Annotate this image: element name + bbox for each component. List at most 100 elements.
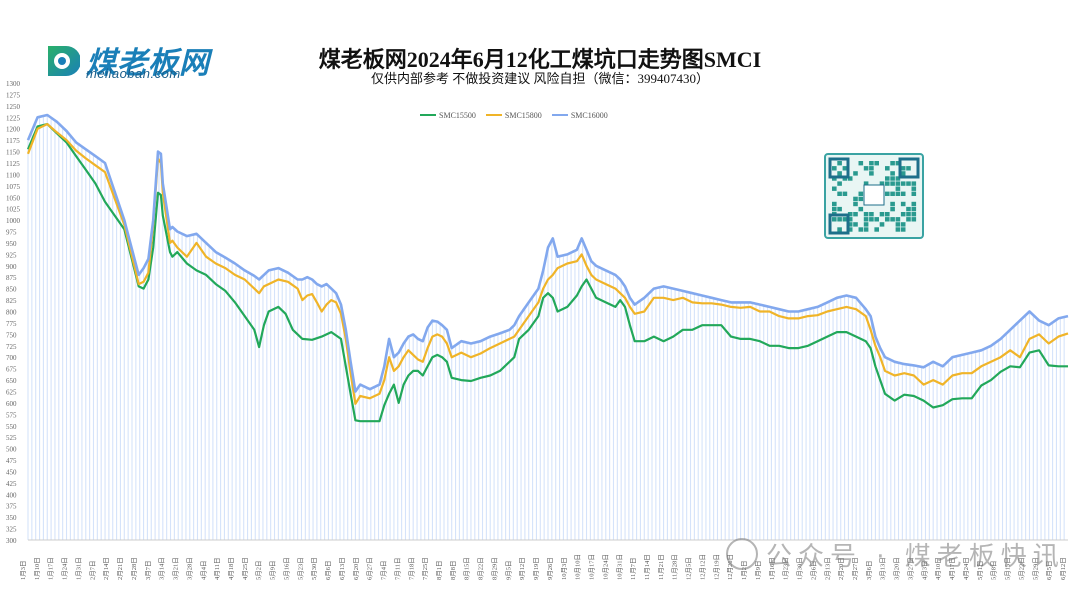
y-axis-ticks: 300 325 350 375 400 425 450 475 500 525 550 575 600 6…: [6, 80, 21, 545]
x-tick-label: 1月3日: [19, 561, 27, 581]
qr-finder: [828, 213, 850, 235]
qr-module: [842, 217, 848, 222]
qr-module: [858, 191, 864, 196]
x-tick-label: 2月28日: [130, 557, 138, 580]
qr-module: [900, 201, 906, 207]
x-tick-label: 11月21日: [657, 554, 665, 580]
qr-module: [869, 166, 874, 171]
qr-module: [900, 212, 906, 217]
x-tick-label: 5月15日: [1004, 557, 1012, 580]
x-tick-label: 1月30日: [796, 557, 804, 580]
x-tick-label: 1月23日: [782, 557, 790, 580]
qr-module: [895, 176, 901, 181]
y-tick-label: 525: [6, 434, 17, 442]
qr-module: [911, 186, 917, 191]
x-tick-label: 3月20日: [893, 557, 901, 580]
logo-icon: [48, 46, 80, 76]
qr-module: [911, 201, 917, 207]
x-tick-label: 2月20日: [837, 557, 845, 580]
qr-module: [879, 181, 885, 186]
qr-module: [906, 212, 911, 217]
y-tick-label: 625: [6, 388, 17, 396]
x-tick-label: 8月1日: [435, 561, 443, 581]
wechat-icon: [726, 538, 758, 570]
qr-module: [863, 212, 869, 217]
qr-module: [869, 217, 874, 222]
qr-module: [895, 191, 901, 196]
y-tick-label: 1250: [6, 103, 21, 111]
x-tick-label: 2月27日: [851, 557, 859, 580]
y-tick-label: 850: [6, 286, 17, 294]
qr-module: [853, 222, 858, 227]
qr-module: [890, 206, 895, 212]
qr-module: [900, 181, 906, 186]
qr-module: [847, 176, 853, 181]
qr-module: [837, 227, 842, 232]
qr-module: [832, 166, 837, 171]
qr-module: [895, 227, 901, 232]
y-tick-label: 1125: [6, 160, 20, 168]
qr-module: [847, 227, 853, 232]
x-tick-label: 5月22日: [1017, 557, 1025, 580]
x-tick-label: 4月11日: [213, 557, 221, 580]
brand-logo: 煤老板网 meilaoban.com: [42, 40, 232, 86]
qr-module: [879, 222, 885, 227]
x-tick-label: 2月14日: [102, 557, 110, 580]
x-tick-label: 3月28日: [185, 557, 193, 580]
y-tick-label: 1275: [6, 91, 21, 99]
qr-module: [890, 181, 895, 186]
qr-module: [890, 176, 895, 181]
x-tick-label: 5月16日: [282, 557, 290, 580]
x-tick-label: 4月10日: [934, 557, 942, 580]
y-tick-label: 650: [6, 377, 17, 385]
qr-module: [853, 201, 858, 207]
x-tick-label: 3月14日: [158, 557, 166, 580]
qr-module: [906, 166, 911, 171]
legend-item-smc15800: SMC15800: [485, 111, 542, 120]
qr-module: [869, 212, 874, 217]
y-tick-label: 375: [6, 503, 17, 511]
y-tick-label: 675: [6, 366, 17, 374]
qr-module: [895, 217, 901, 222]
qr-module: [837, 161, 842, 166]
x-tick-label: 12月5日: [685, 557, 693, 580]
logo-domain: meilaoban.com: [86, 66, 181, 81]
legend-swatch-smc15500: [420, 114, 436, 116]
qr-module: [885, 176, 890, 181]
x-tick-label: 5月1日: [976, 561, 984, 581]
qr-module: [895, 222, 901, 227]
x-tick-label: 9月5日: [504, 561, 512, 581]
y-tick-label: 925: [6, 251, 17, 259]
qr-module: [837, 171, 842, 176]
qr-code-image: [824, 153, 924, 239]
x-tick-label: 6月5日: [1045, 561, 1053, 581]
qr-module: [832, 206, 837, 212]
qr-module: [858, 206, 864, 212]
qr-module: [847, 222, 853, 227]
y-tick-label: 1075: [6, 183, 21, 191]
x-tick-label: 10月10日: [574, 554, 582, 580]
x-tick-label: 12月19日: [712, 554, 720, 580]
qr-module: [858, 227, 864, 232]
qr-module: [869, 161, 874, 166]
legend-item-smc16000: SMC16000: [551, 111, 608, 120]
x-tick-label: 1月31日: [74, 557, 82, 580]
y-tick-label: 1225: [6, 114, 21, 122]
y-tick-label: 800: [6, 309, 17, 317]
x-tick-label: 2月13日: [823, 557, 831, 580]
x-tick-label: 3月27日: [906, 557, 914, 580]
x-tick-label: 10月17日: [588, 554, 596, 580]
y-tick-label: 350: [6, 514, 17, 522]
y-tick-label: 475: [6, 457, 17, 465]
qr-module: [906, 217, 911, 222]
x-tick-label: 8月29日: [490, 557, 498, 580]
qr-module: [853, 196, 858, 202]
qr-module: [900, 166, 906, 171]
x-tick-label: 3月6日: [865, 561, 873, 581]
x-tick-label: 11月28日: [671, 554, 679, 580]
qr-module: [906, 206, 911, 212]
qr-module: [900, 227, 906, 232]
chart-legend: SMC15500 SMC15800 SMC16000: [420, 108, 720, 122]
